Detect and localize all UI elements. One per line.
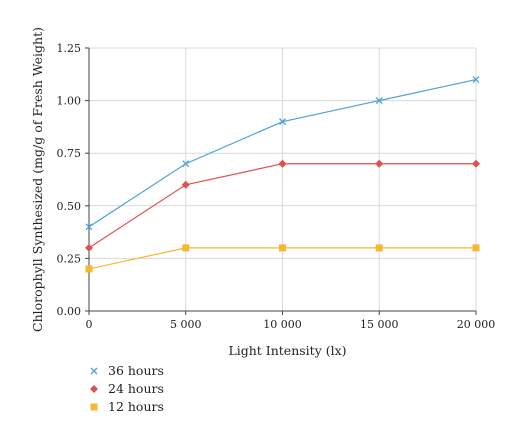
y-tick-label: 0.00 (57, 305, 82, 318)
x-tick-label: 15 000 (360, 318, 399, 331)
legend-marker-glyph (90, 385, 98, 393)
legend-item-24-hours: 24 hours (86, 380, 164, 398)
legend-label-24-hours: 24 hours (108, 381, 164, 396)
legend-label-12-hours: 12 hours (108, 399, 164, 414)
y-tick-label: 0.25 (57, 252, 82, 265)
data-point-36-hours (279, 118, 286, 126)
y-tick-label: 0.75 (57, 147, 82, 160)
data-point-24-hours (278, 159, 287, 168)
legend: 36 hours 24 hours 12 hours (86, 362, 164, 416)
data-point-12-hours (375, 244, 383, 252)
y-tick-label: 1.00 (57, 95, 82, 108)
x-tick-label: 20 000 (457, 318, 496, 331)
data-point-24-hours (181, 180, 190, 189)
x-tick-label: 0 (86, 318, 93, 331)
legend-marker-square (86, 402, 102, 412)
legend-marker-shape (90, 367, 98, 375)
y-axis-title: Chlorophyll Synthesized (mg/g of Fresh W… (30, 27, 45, 332)
y-tick-label: 1.25 (57, 42, 82, 55)
data-point-24-hours (472, 159, 480, 168)
data-point-12-hours (279, 244, 286, 252)
data-point-12-hours (85, 265, 93, 273)
data-point-36-hours (182, 160, 190, 168)
legend-marker-glyph (90, 367, 98, 375)
legend-marker-x (86, 366, 102, 376)
legend-marker-diamond (86, 384, 102, 394)
data-point-36-hours (375, 97, 383, 105)
x-axis-title: Light Intensity (lx) (228, 343, 346, 358)
y-tick-label: 0.50 (57, 200, 82, 213)
legend-label-36-hours: 36 hours (108, 363, 164, 378)
data-point-36-hours (85, 223, 93, 231)
legend-marker-glyph (90, 403, 98, 411)
data-point-12-hours (472, 244, 480, 252)
data-point-24-hours (375, 159, 384, 168)
x-tick-label: 5 000 (170, 318, 202, 331)
legend-marker-shape (90, 403, 98, 411)
legend-item-12-hours: 12 hours (86, 398, 164, 416)
x-tick-label: 10 000 (263, 318, 302, 331)
data-point-24-hours (85, 243, 93, 252)
data-point-36-hours (472, 76, 480, 84)
data-point-12-hours (182, 244, 190, 252)
legend-marker-shape (90, 385, 98, 393)
legend-item-36-hours: 36 hours (86, 362, 164, 380)
